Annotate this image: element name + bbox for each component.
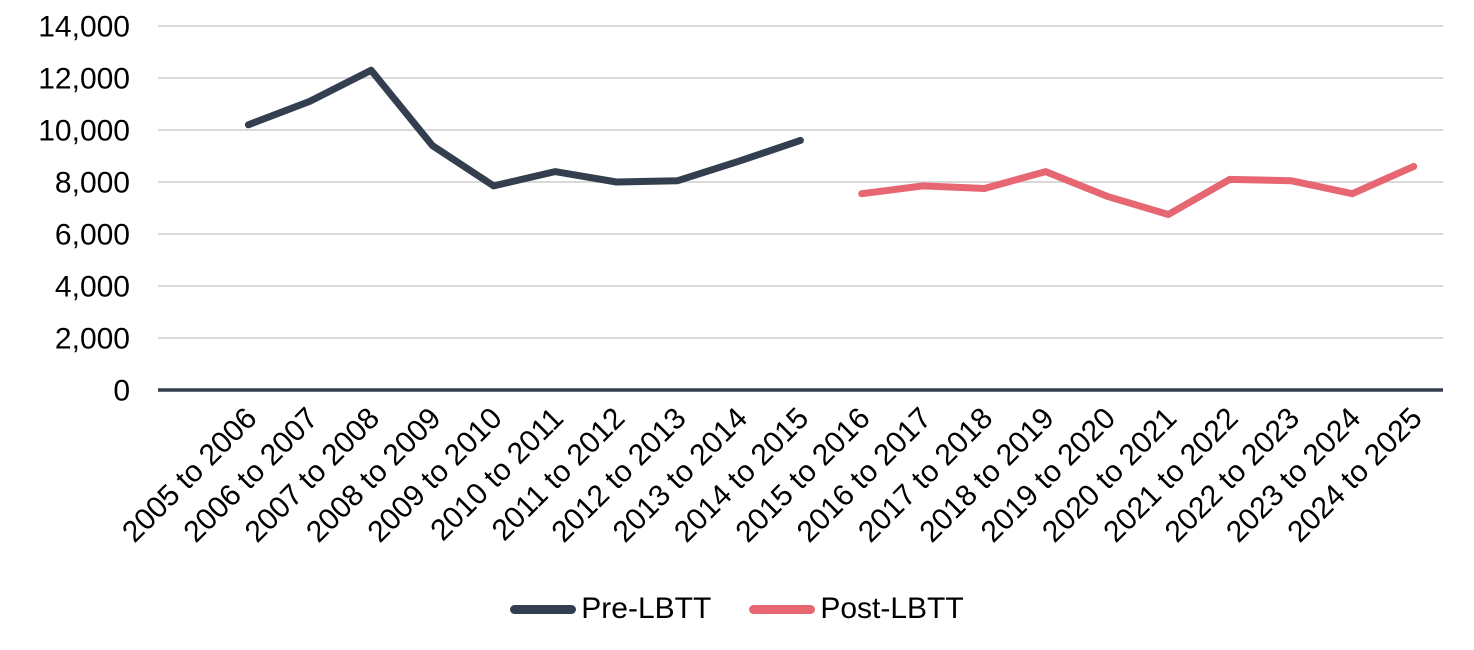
legend-item-post-lbtt: Post-LBTT	[749, 592, 964, 625]
legend-label-pre-lbtt: Pre-LBTT	[581, 592, 712, 625]
y-axis-tick-label: 4,000	[55, 271, 130, 304]
legend-line-swatch-pre-lbtt	[510, 604, 577, 614]
series-line-pre-lbtt	[244, 66, 804, 190]
legend: Pre-LBTT Post-LBTT	[0, 594, 1474, 624]
legend-line-swatch-post-lbtt	[749, 604, 816, 614]
y-axis-tick-label: 14,000	[38, 11, 130, 44]
y-axis-tick-label: 8,000	[55, 167, 130, 200]
y-axis-tick-label: 0	[113, 375, 130, 408]
y-axis-tick-label: 6,000	[55, 219, 130, 252]
y-axis-tick-label: 10,000	[38, 115, 130, 148]
gridlines	[158, 25, 1443, 339]
y-axis-labels: 0 2,000 4,000 6,000 8,000 10,000 12,000 14,000	[38, 11, 130, 408]
legend-label-post-lbtt: Post-LBTT	[820, 592, 964, 625]
series-line-post-lbtt	[858, 162, 1418, 218]
legend-item-pre-lbtt: Pre-LBTT	[510, 594, 711, 624]
y-axis-tick-label: 12,000	[38, 63, 130, 96]
y-axis-tick-label: 2,000	[55, 323, 130, 356]
